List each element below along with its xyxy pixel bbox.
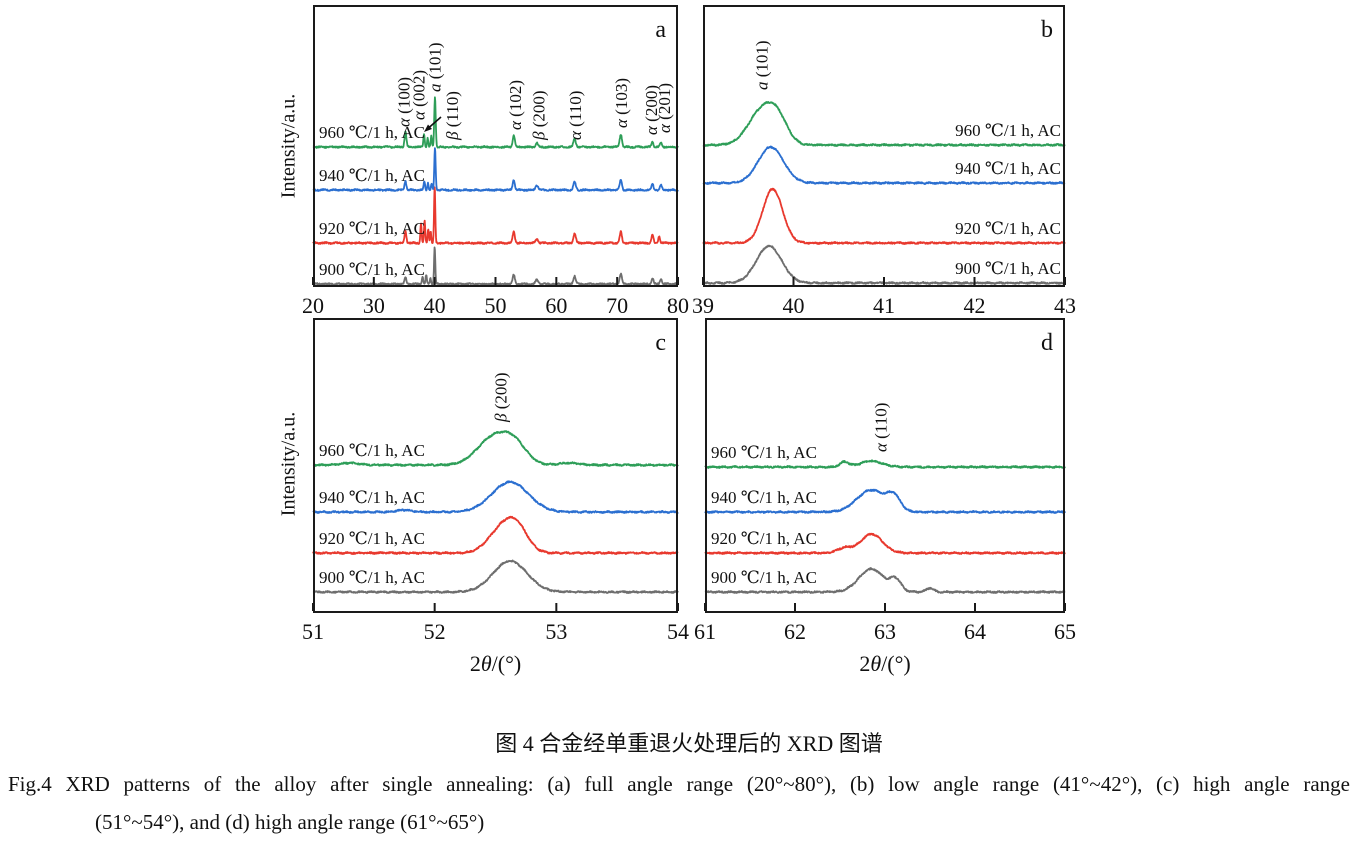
panel-letter-b: b <box>1041 17 1053 43</box>
peak-annotation: β (200) <box>529 90 548 141</box>
series-label: 940 ℃/1 h, AC <box>955 159 1061 178</box>
series-label: 920 ℃/1 h, AC <box>711 529 817 548</box>
peak-annotation: α (201) <box>655 83 674 133</box>
x-tick-label: 30 <box>363 293 385 318</box>
series-label: 940 ℃/1 h, AC <box>319 166 425 185</box>
xrd-curve-920 <box>704 532 1066 555</box>
xrd-plot-c: 960 ℃/1 h, AC 940 ℃/1 h, AC 920 ℃/1 h, AC 9… <box>302 318 689 676</box>
series-label: 920 ℃/1 h, AC <box>955 219 1061 238</box>
xrd-plot-d: 960 ℃/1 h, AC 940 ℃/1 h, AC 920 ℃/1 h, AC 9… <box>694 318 1076 676</box>
peak-annotation: β (110) <box>443 91 462 141</box>
x-tick-label: 54 <box>667 619 689 644</box>
axes-border <box>705 318 1065 613</box>
xrd-curve-900 <box>312 559 679 594</box>
panel-a-full-angle-range: 960 ℃/1 h, AC 940 ℃/1 h, AC 920 ℃/1 h, AC 9… <box>302 5 689 357</box>
x-axis-title: 2θ/(°) <box>470 651 521 676</box>
figure-caption-english-line2: (51°~54°), and (d) high angle range (61°… <box>95 810 485 834</box>
x-tick-label: 41 <box>873 293 895 318</box>
x-tick-label: 40 <box>424 293 446 318</box>
x-axis-title: 2θ/(°) <box>859 651 910 676</box>
peak-annotation: α (102) <box>506 80 525 130</box>
xrd-curve-920 <box>702 187 1066 245</box>
x-tick-label: 50 <box>485 293 507 318</box>
xrd-curve-920 <box>312 515 679 555</box>
x-tick-label: 80 <box>667 293 689 318</box>
axes-border <box>313 318 678 613</box>
series-label: 900 ℃/1 h, AC <box>319 568 425 587</box>
series-label: 900 ℃/1 h, AC <box>711 568 817 587</box>
xrd-curve-960 <box>312 430 679 467</box>
xrd-curve-960 <box>702 101 1066 147</box>
figure-caption-english-line1: Fig.4 XRD patterns of the alloy after si… <box>8 772 1350 796</box>
xrd-curve-960 <box>704 459 1066 469</box>
x-tick-label: 65 <box>1054 619 1076 644</box>
panel-c-high-angle-range-51-54: 960 ℃/1 h, AC 940 ℃/1 h, AC 920 ℃/1 h, AC 9… <box>302 318 689 683</box>
peak-annotation: α (110) <box>871 403 890 452</box>
peak-annotation: α (100) <box>394 77 413 127</box>
peak-annotation: α (200) <box>642 85 661 135</box>
y-axis-title-panel-c: Intensity/a.u. <box>277 411 300 517</box>
x-tick-label: 62 <box>784 619 806 644</box>
xrd-plot-b: 960 ℃/1 h, AC 940 ℃/1 h, AC 920 ℃/1 h, AC 9… <box>692 5 1076 318</box>
panel-d-high-angle-range-61-65: 960 ℃/1 h, AC 940 ℃/1 h, AC 920 ℃/1 h, AC 9… <box>694 318 1076 683</box>
x-tick-label: 20 <box>302 293 324 318</box>
x-tick-label: 43 <box>1054 293 1076 318</box>
x-tick-label: 40 <box>783 293 805 318</box>
series-label: 920 ℃/1 h, AC <box>319 219 425 238</box>
axes-border <box>703 5 1065 287</box>
peak-annotation: α (103) <box>612 78 631 128</box>
annotation-arrowhead <box>424 124 432 132</box>
annotation-arrow <box>427 116 442 129</box>
panel-letter-a: a <box>655 17 666 43</box>
series-label: 960 ℃/1 h, AC <box>319 123 425 142</box>
xrd-curve-900 <box>704 567 1066 594</box>
x-tick-label: 39 <box>692 293 714 318</box>
x-tick-label: 52 <box>424 619 446 644</box>
x-tick-label: 60 <box>545 293 567 318</box>
xrd-curve-960 <box>312 96 679 149</box>
series-label: 900 ℃/1 h, AC <box>955 259 1061 278</box>
x-tick-label: 63 <box>874 619 896 644</box>
x-tick-label: 53 <box>545 619 567 644</box>
peak-annotation: α (110) <box>566 91 585 140</box>
x-tick-label: 70 <box>606 293 628 318</box>
series-label: 940 ℃/1 h, AC <box>319 488 425 507</box>
peak-annotation: β (200) <box>492 372 511 423</box>
x-tick-label: 61 <box>694 619 716 644</box>
xrd-plot-a: 960 ℃/1 h, AC 940 ℃/1 h, AC 920 ℃/1 h, AC 9… <box>302 5 689 318</box>
peak-annotation: a (101) <box>753 40 772 90</box>
series-label: 960 ℃/1 h, AC <box>711 443 817 462</box>
y-axis-title-panel-a: Intensity/a.u. <box>277 93 300 199</box>
series-label: 960 ℃/1 h, AC <box>319 441 425 460</box>
xrd-curve-920 <box>312 186 679 245</box>
panel-b-low-angle-range: 960 ℃/1 h, AC 940 ℃/1 h, AC 920 ℃/1 h, AC 9… <box>692 5 1076 357</box>
axes-border <box>313 5 678 287</box>
x-tick-label: 51 <box>302 619 324 644</box>
peak-annotation: a (101) <box>426 42 445 92</box>
xrd-curve-940 <box>312 147 679 192</box>
series-label: 940 ℃/1 h, AC <box>711 488 817 507</box>
panel-letter-c: c <box>655 330 666 356</box>
x-tick-label: 42 <box>964 293 986 318</box>
figure-caption-chinese: 图 4 合金经单重退火处理后的 XRD 图谱 <box>495 731 883 756</box>
series-label: 900 ℃/1 h, AC <box>319 260 425 279</box>
xrd-curve-940 <box>704 488 1066 514</box>
series-label: 920 ℃/1 h, AC <box>319 529 425 548</box>
series-label: 960 ℃/1 h, AC <box>955 121 1061 140</box>
peak-annotation: α (002) <box>410 70 429 120</box>
x-tick-label: 64 <box>964 619 986 644</box>
panel-letter-d: d <box>1041 330 1053 356</box>
xrd-curve-940 <box>312 480 679 514</box>
xrd-curve-940 <box>702 145 1066 185</box>
